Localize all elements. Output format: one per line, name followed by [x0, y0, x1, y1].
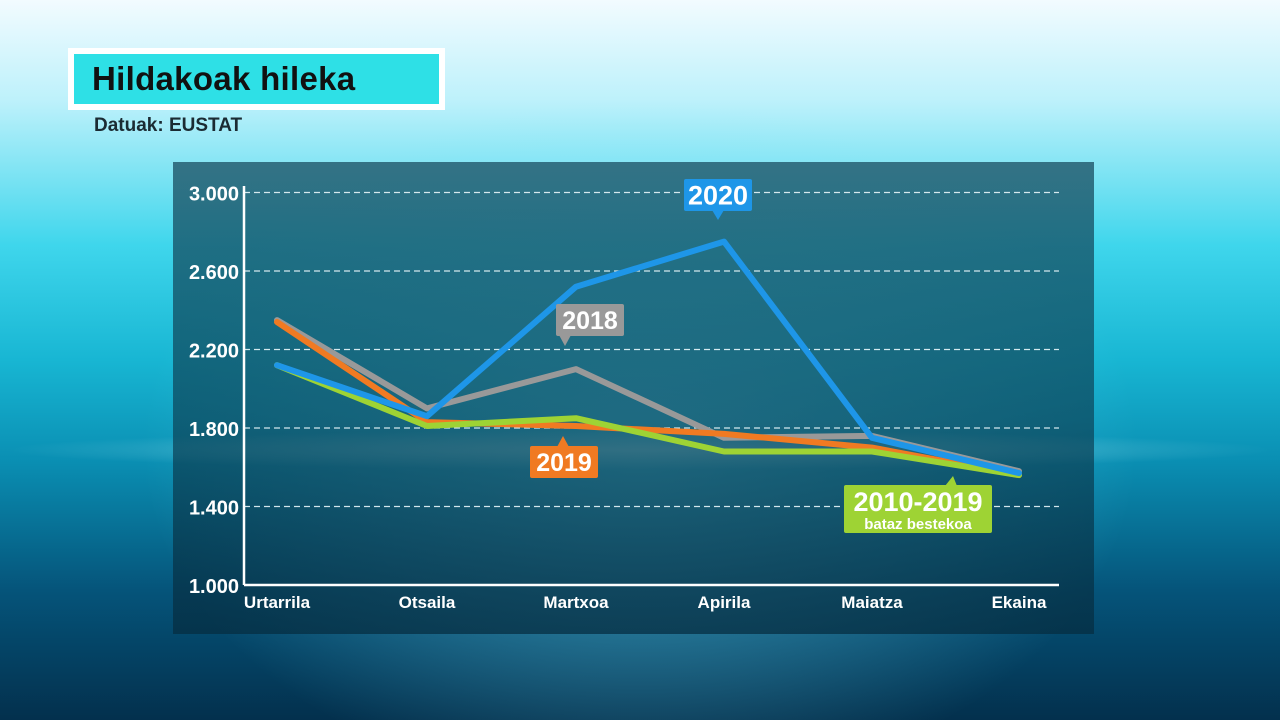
x-tick-label: Ekaina — [992, 593, 1047, 612]
series-line-2019 — [274, 319, 1022, 479]
title-box: Hildakoak hileka — [68, 48, 445, 110]
tag-box — [844, 485, 992, 533]
tag-box — [684, 179, 752, 211]
tag-label: 2020 — [688, 181, 748, 211]
y-tick-label: 1.800 — [189, 419, 239, 441]
tag-label: 2010-2019 — [853, 487, 982, 517]
y-tick-label: 3.000 — [189, 184, 239, 206]
series-line-2010-2019 — [274, 362, 1022, 479]
tag-label: 2018 — [562, 307, 618, 335]
y-tick-label: 1.000 — [189, 576, 239, 598]
y-tick-label: 1.400 — [189, 498, 239, 520]
x-tick-label: Maiatza — [841, 593, 903, 612]
chart-panel: 3.000 2.600 2.200 1.800 1.400 1.000 Urtarrila O… — [173, 162, 1094, 634]
x-tick-label: Otsaila — [399, 593, 456, 612]
tag-pointer — [945, 476, 957, 486]
series-line-2020 — [274, 238, 1022, 477]
y-tick-label: 2.600 — [189, 262, 239, 284]
x-tick-label: Urtarrila — [244, 593, 311, 612]
series-tag-2020: 2020 — [684, 179, 752, 220]
tag-box — [556, 304, 624, 336]
chart-title: Hildakoak hileka — [74, 54, 439, 104]
tag-pointer — [557, 436, 569, 447]
x-tick-label: Apirila — [698, 593, 751, 612]
tag-pointer — [712, 210, 724, 220]
tag-label: 2019 — [536, 449, 592, 477]
series-tag-2018: 2018 — [556, 304, 624, 346]
series-tag-2019: 2019 — [530, 436, 598, 478]
source-label: Datuak: EUSTAT — [94, 115, 243, 136]
tag-box — [530, 446, 598, 478]
x-tick-label: Martxoa — [543, 593, 609, 612]
tag-sublabel: bataz bestekoa — [864, 516, 972, 533]
y-tick-label: 2.200 — [189, 341, 239, 363]
tag-pointer — [559, 335, 571, 346]
line-chart: 3.000 2.600 2.200 1.800 1.400 1.000 Urtarrila O… — [189, 179, 1059, 612]
